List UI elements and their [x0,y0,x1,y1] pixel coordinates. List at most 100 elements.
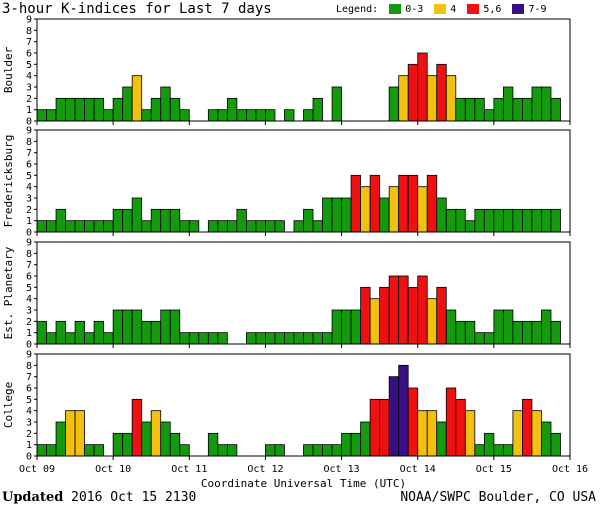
k-index-bar [312,220,323,233]
k-index-bar [445,309,457,345]
k-index-bar [436,63,447,122]
updated-value: 2016 Oct 15 2130 [71,490,197,505]
k-index-bar [379,398,390,457]
k-index-bar [360,286,371,345]
k-index-bar [112,97,124,122]
y-tick-label: 1 [26,216,32,227]
k-index-bar [217,332,228,345]
k-index-bar [445,208,457,233]
x-axis-title: Coordinate Universal Time (UTC) [201,477,406,490]
k-index-bar [493,208,504,233]
k-index-bar [160,309,171,345]
legend-title: Legend: [336,4,379,15]
k-index-bar [74,410,85,457]
k-index-bar [474,208,485,233]
k-index-bar [46,444,57,457]
y-tick-label: 9 [26,238,32,249]
k-index-bar [131,398,143,457]
k-index-bar [436,286,447,345]
legend: Legend: 0-3 4 5,6 7-9 [336,3,547,17]
k-index-bar [436,421,447,457]
k-index-bar [369,398,381,457]
k-index-bar [255,220,266,233]
k-index-bar [426,75,438,122]
k-index-bar [426,174,438,233]
k-index-bar [522,208,533,233]
k-index-bar [483,109,495,122]
k-index-bar [369,298,381,345]
k-index-bar [188,220,200,233]
k-index-bar [236,109,247,122]
k-index-bar [417,186,428,233]
k-index-bar [502,444,514,457]
k-index-bar [65,410,76,457]
updated-label: Updated [2,490,64,505]
k-index-bar [464,220,476,233]
k-index-bar [388,376,400,457]
k-index-bar [331,197,342,233]
k-index-bar [417,52,428,122]
k-index-bar [122,86,133,122]
k-index-bar [207,432,219,457]
k-index-bar [122,432,133,457]
k-index-bar [55,320,66,345]
y-tick-label: 8 [26,137,32,148]
k-index-bar [226,97,238,122]
k-index-bar [407,286,419,345]
y-tick-label: 7 [26,372,32,383]
k-index-bar [93,320,105,345]
k-index-bar [483,332,495,345]
k-index-bar [312,444,323,457]
k-index-bar [407,63,419,122]
k-index-bar [55,421,66,457]
k-index-bar [550,97,561,122]
k-index-bar [417,410,428,457]
y-tick-label: 2 [26,429,32,440]
k-index-bar [65,332,76,345]
k-index-bar [350,174,362,233]
k-index-bar [341,309,352,345]
k-index-bar [360,421,371,457]
k-index-bar [522,398,533,457]
legend-label: 7-9 [528,4,547,15]
k-index-bar [179,220,190,233]
k-index-bar [531,410,542,457]
x-tick-label: Oct 11 [171,464,207,475]
k-index-bar [74,320,85,345]
y-tick-label: 6 [26,272,32,283]
k-index-bar [502,86,514,122]
station-label: Boulder [2,46,15,93]
legend-swatch-green [389,4,402,14]
k-index-bar [36,320,47,345]
station-label: College [2,382,15,428]
k-index-bar [36,220,47,233]
k-index-bar [141,320,152,345]
x-tick-label: Oct 14 [400,464,436,475]
k-index-bar [93,97,105,122]
k-index-bar [131,197,143,233]
k-index-bar [493,444,504,457]
y-tick-label: 3 [26,418,32,429]
k-index-bar [236,208,247,233]
panel-frame [36,353,571,457]
k-index-bar [312,97,323,122]
k-index-bar [541,309,552,345]
k-index-bar [445,387,457,457]
y-tick-label: 8 [26,26,32,37]
k-index-bar [84,97,95,122]
k-index-bar [169,208,181,233]
k-index-bar [541,208,552,233]
k-index-bar [455,398,466,457]
y-tick-label: 6 [26,160,32,171]
k-index-bar [426,298,438,345]
k-index-bar [226,220,238,233]
k-index-bar [207,109,219,122]
k-index-bar [179,332,190,345]
k-index-bar [493,97,504,122]
y-tick-label: 8 [26,249,32,260]
k-index-bar [245,220,257,233]
x-tick-label: Oct 10 [95,464,131,475]
k-index-bar [331,309,342,345]
